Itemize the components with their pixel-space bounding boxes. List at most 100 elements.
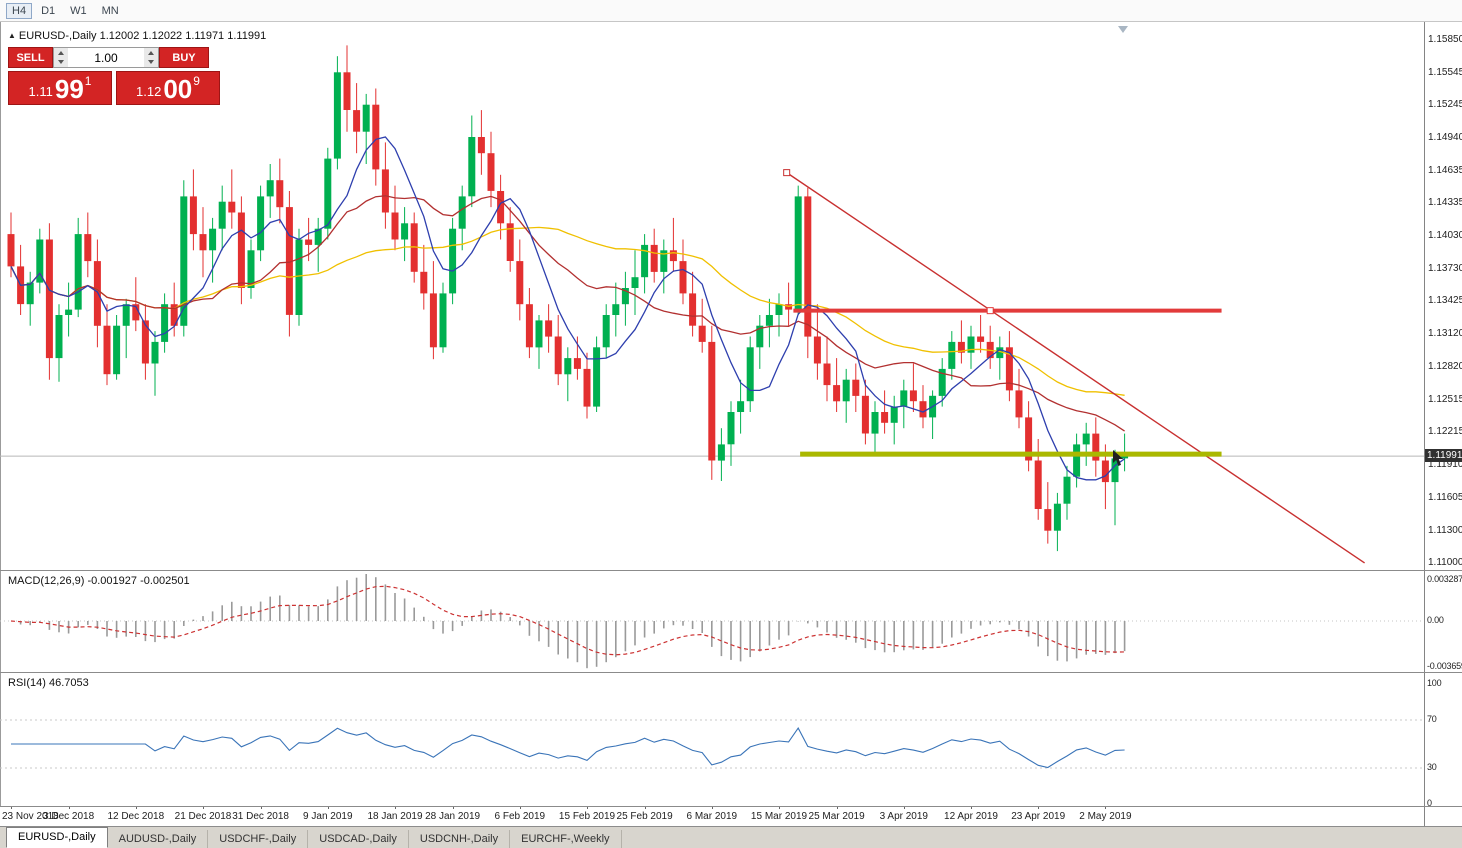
object-handle[interactable] bbox=[986, 307, 994, 315]
time-tick bbox=[135, 806, 137, 809]
date-label: 21 Dec 2018 bbox=[174, 811, 232, 822]
price-scale-label: 1.14940 bbox=[1428, 132, 1462, 144]
date-label: 15 Mar 2019 bbox=[750, 811, 808, 822]
time-tick bbox=[587, 806, 588, 809]
price-chart-panel[interactable]: ▲ EURUSD-,Daily 1.12002 1.12022 1.11971 1… bbox=[0, 22, 1424, 570]
timeframe-button-mn[interactable]: MN bbox=[101, 4, 119, 17]
time-tick bbox=[1038, 806, 1040, 809]
timeframe-toolbar: H4 D1 W1 MN bbox=[0, 0, 1462, 22]
time-tick bbox=[203, 806, 204, 809]
panel-divider[interactable] bbox=[0, 672, 1462, 673]
price-scale-label: 1.14030 bbox=[1428, 230, 1462, 242]
ohlc-text: EURUSD-,Daily 1.12002 1.12022 1.11971 1.… bbox=[18, 30, 267, 42]
chart-tabs-bar: EURUSD-,Daily AUDUSD-,Daily USDCHF-,Daily U… bbox=[0, 826, 1462, 848]
chart-tab-usdcad-daily[interactable]: USDCAD-,Daily bbox=[308, 830, 409, 848]
date-label: 6 Mar 2019 bbox=[686, 811, 738, 822]
arrow-down-icon bbox=[148, 60, 154, 65]
price-scale-label: 1.15245 bbox=[1428, 99, 1462, 111]
time-tick bbox=[1105, 806, 1107, 809]
date-label: 3 Apr 2019 bbox=[879, 811, 928, 822]
date-label: 23 Apr 2019 bbox=[1011, 811, 1066, 822]
rsi-chart bbox=[0, 719, 1424, 769]
buy-price-button[interactable]: 1.12 00 9 bbox=[116, 71, 220, 105]
panel-divider bbox=[0, 806, 1462, 807]
price-axis[interactable]: 1.15850 1.15545 1.15245 1.14940 1.14635 1.143… bbox=[1424, 22, 1462, 826]
sell-price-button[interactable]: 1.11 99 1 bbox=[8, 71, 112, 105]
chart-tab-audusd-daily[interactable]: AUDUSD-,Daily bbox=[108, 830, 209, 848]
arrow-up-icon bbox=[148, 50, 154, 55]
rsi-scale-label: 100 bbox=[1427, 678, 1442, 688]
volume-up-button-right[interactable] bbox=[144, 48, 158, 58]
time-tick bbox=[519, 806, 521, 809]
date-label: 3 Dec 2018 bbox=[43, 811, 95, 822]
object-descending-trendline[interactable] bbox=[786, 172, 1365, 564]
volume-stepper-left[interactable] bbox=[53, 47, 68, 68]
panel-divider[interactable] bbox=[0, 570, 1462, 571]
price-scale-label: 1.12515 bbox=[1428, 393, 1462, 405]
date-label: 12 Dec 2018 bbox=[107, 811, 165, 822]
macd-scale-label: 0.003287 bbox=[1427, 573, 1462, 584]
macd-histogram bbox=[19, 574, 1126, 669]
volume-input[interactable] bbox=[68, 47, 144, 68]
date-label: 23 Nov 2018 bbox=[2, 811, 59, 822]
chart-tab-usdcnh-daily[interactable]: USDCNH-,Daily bbox=[409, 830, 511, 848]
volume-down-button[interactable] bbox=[54, 58, 68, 68]
time-tick bbox=[779, 806, 780, 809]
rsi-scale-label: 0 bbox=[1427, 798, 1432, 808]
date-label: 12 Apr 2019 bbox=[944, 811, 998, 822]
price-scale-label: 1.14335 bbox=[1428, 197, 1462, 209]
chart-tab-eurchf-weekly[interactable]: EURCHF-,Weekly bbox=[510, 830, 622, 848]
volume-stepper-right[interactable] bbox=[144, 47, 159, 68]
sell-button[interactable]: SELL bbox=[8, 47, 53, 68]
rsi-line bbox=[11, 727, 1125, 769]
date-label: 18 Jan 2019 bbox=[367, 811, 423, 822]
price-scale-label: 1.13120 bbox=[1428, 328, 1462, 340]
timeframe-button-w1[interactable]: W1 bbox=[70, 4, 87, 17]
chart-tab-usdchf-daily[interactable]: USDCHF-,Daily bbox=[208, 830, 309, 848]
chart-tab-eurusd-daily[interactable]: EURUSD-,Daily bbox=[6, 827, 108, 848]
date-label: 6 Feb 2019 bbox=[494, 811, 546, 822]
chart-ohlc-header: ▲ EURUSD-,Daily 1.12002 1.12022 1.11971 1… bbox=[8, 30, 266, 42]
arrow-down-icon bbox=[58, 60, 64, 65]
candlestick-chart[interactable] bbox=[0, 22, 1424, 570]
price-scale-label: 1.15545 bbox=[1428, 66, 1462, 78]
mouse-cursor-icon bbox=[1113, 450, 1124, 466]
date-label: 15 Feb 2019 bbox=[558, 811, 616, 822]
time-tick bbox=[836, 806, 838, 809]
timeframe-button-h4[interactable]: H4 bbox=[6, 2, 33, 19]
time-tick bbox=[644, 806, 646, 809]
price-scale-label: 1.12820 bbox=[1428, 360, 1462, 372]
time-tick bbox=[11, 806, 12, 809]
rsi-indicator-panel[interactable]: RSI(14) 46.7053 bbox=[0, 672, 1424, 806]
collapse-arrow-icon[interactable]: ▲ bbox=[8, 31, 16, 40]
buy-price-point: 9 bbox=[193, 74, 200, 88]
macd-label: MACD(12,26,9) -0.001927 -0.002501 bbox=[8, 575, 190, 587]
price-scale-label: 1.12215 bbox=[1428, 425, 1462, 437]
price-scale-label: 1.13730 bbox=[1428, 262, 1462, 274]
buy-button[interactable]: BUY bbox=[159, 47, 209, 68]
chart-shift-icon[interactable] bbox=[1118, 26, 1128, 33]
arrow-up-icon bbox=[58, 50, 64, 55]
date-label: 2 May 2019 bbox=[1079, 811, 1132, 822]
volume-down-button-right[interactable] bbox=[144, 58, 158, 68]
time-tick bbox=[971, 806, 972, 809]
rsi-label: RSI(14) 46.7053 bbox=[8, 677, 89, 689]
date-label: 31 Dec 2018 bbox=[232, 811, 289, 822]
sell-price-point: 1 bbox=[84, 74, 92, 88]
timeframe-button-d1[interactable]: D1 bbox=[41, 4, 56, 17]
ma-18-line[interactable] bbox=[10, 195, 1125, 432]
buy-price-pips: 00 bbox=[163, 74, 193, 104]
macd-indicator-panel[interactable]: MACD(12,26,9) -0.001927 -0.002501 bbox=[0, 570, 1424, 672]
macd-signal-line bbox=[10, 585, 1125, 656]
rsi-scale-label: 70 bbox=[1427, 714, 1437, 724]
object-handle[interactable] bbox=[783, 169, 791, 177]
time-axis[interactable]: 23 Nov 2018 3 Dec 2018 12 Dec 2018 21 Dec 2… bbox=[0, 806, 1462, 826]
ma-7-line[interactable] bbox=[10, 136, 1125, 481]
candles-layer bbox=[7, 45, 1129, 552]
ma-40-line[interactable] bbox=[10, 226, 1125, 396]
date-label: 25 Feb 2019 bbox=[616, 811, 673, 822]
volume-up-button[interactable] bbox=[54, 48, 68, 58]
buy-price-prefix: 1.12 bbox=[136, 84, 162, 99]
